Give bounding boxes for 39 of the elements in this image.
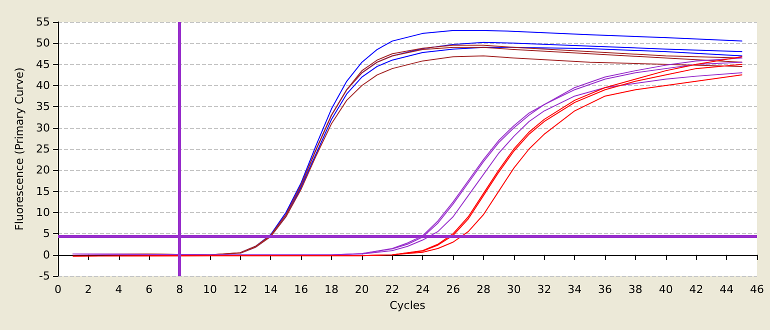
x-tick-label: 18 bbox=[324, 283, 339, 296]
y-tick-label: 20 bbox=[36, 164, 50, 177]
y-tick-label: 0 bbox=[43, 248, 50, 262]
x-tick-label: 22 bbox=[385, 283, 400, 296]
y-tick-label: 45 bbox=[36, 58, 50, 71]
x-tick-label: 10 bbox=[202, 283, 217, 296]
y-tick-label: 15 bbox=[36, 184, 50, 198]
x-tick-label: 4 bbox=[115, 283, 122, 296]
x-tick-label: 12 bbox=[233, 283, 248, 296]
y-tick-label: -5 bbox=[39, 270, 50, 282]
y-tick-label: 55 bbox=[36, 16, 50, 28]
x-tick-label: 8 bbox=[176, 283, 184, 296]
x-tick-label: 28 bbox=[476, 283, 490, 296]
y-tick-label: 40 bbox=[36, 79, 50, 92]
x-tick-label: 38 bbox=[628, 283, 642, 296]
x-tick-label: 0 bbox=[54, 283, 62, 296]
x-axis-title: Cycles bbox=[390, 298, 426, 312]
x-tick-label: 44 bbox=[720, 283, 734, 296]
x-tick-label: 42 bbox=[689, 283, 704, 296]
x-tick-label: 30 bbox=[506, 283, 521, 296]
x-tick-label: 2 bbox=[84, 283, 92, 296]
x-tick-label: 46 bbox=[750, 283, 764, 296]
y-tick-label: 35 bbox=[36, 100, 50, 114]
x-tick-label: 36 bbox=[598, 283, 612, 296]
y-axis-title: Fluorescence (Primary Curve) bbox=[13, 67, 26, 231]
y-tick-label: 50 bbox=[36, 36, 50, 50]
x-tick-label: 24 bbox=[416, 283, 430, 296]
x-tick-label: 14 bbox=[264, 283, 278, 296]
y-tick-label: 10 bbox=[36, 206, 50, 219]
x-tick-label: 20 bbox=[354, 283, 369, 296]
x-tick-label: 34 bbox=[568, 283, 582, 296]
y-tick-label: 25 bbox=[36, 142, 50, 156]
x-tick-label: 16 bbox=[294, 283, 308, 296]
y-tick-label: 30 bbox=[36, 121, 50, 134]
x-tick-label: 6 bbox=[146, 283, 153, 296]
x-tick-label: 26 bbox=[446, 283, 460, 296]
x-tick-label: 32 bbox=[537, 283, 552, 296]
y-tick-label: 5 bbox=[43, 227, 50, 240]
x-tick-label: 40 bbox=[658, 283, 673, 296]
